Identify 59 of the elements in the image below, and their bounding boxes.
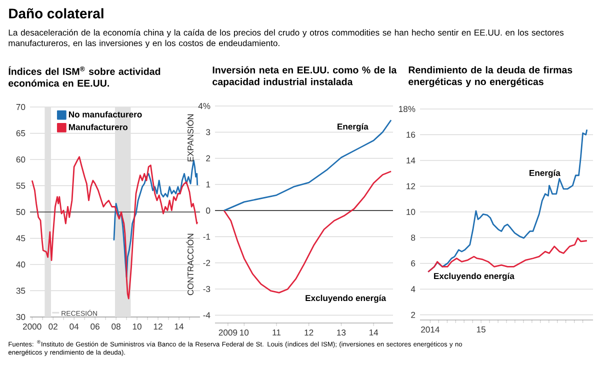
x-tick-label: 12 [154,324,162,330]
chart-title: Índices del ISM$^{®}$ sobre actividad económica en EE.UU. [8,66,160,87]
x-tick-label: 2009 [218,330,238,336]
y-tick-label: 35 [16,288,26,294]
y-tick-label: 8 [411,234,416,241]
y-tick-label: 4% [198,103,210,109]
y-tick-label: 55 [16,182,26,189]
x-tick-label: 02 [48,324,58,330]
y-tick-label: -2 [203,260,210,266]
series-label: Energía [530,170,560,178]
y-tick-label: 6 [411,260,416,266]
y-tick-label: 40 [16,261,26,268]
line-series [427,237,588,273]
line-series [223,170,392,294]
y-tick-label: 12 [406,183,416,190]
series-label: Excluyendo energía [434,272,514,281]
x-tick-label: 13 [337,330,346,336]
x-tick-label: 11 [272,330,281,336]
y-tick-label: 0 [206,208,210,214]
y-tick-label: 16 [406,132,416,138]
y-tick-label: 1 [206,181,210,188]
y-tick-label: 18% [398,106,416,112]
y-tick-label: 50 [16,208,26,216]
y-tick-label: -1 [203,234,210,240]
x-tick-label: 08 [112,324,120,330]
y-tick-label: 30 [16,314,26,320]
y-tick-label: -4 [203,312,210,318]
legend-label: No manufacturero [68,111,142,118]
x-tick-label: 12 [304,330,314,336]
line-series [223,119,392,212]
legend-label: Manufacturero [68,124,128,130]
x-tick-label: 14 [369,330,378,336]
y-tick-label: 65 [16,130,26,136]
x-tick-label: 10 [132,324,142,330]
y-tick-label: -3 [203,286,210,292]
chart-title: Inversión neta en EE.UU. como % de la capacidad industrial instalada [212,66,397,88]
x-tick-label: 14 [174,324,184,330]
text: Daño colateral [9,8,104,18]
series-label: Energía [338,123,368,132]
text: Excluyendo energía [306,294,386,303]
y-tick-label: 45 [16,235,26,242]
y-tick-label: 70 [16,104,26,110]
x-tick-label: 04 [70,324,79,330]
y-tick-label: 60 [16,156,26,163]
annotation: EXPANSIÓN [186,114,194,162]
y-tick-label: 2 [206,155,210,162]
y-tick-label: 2 [411,312,416,318]
chart-title: Rendimiento de la deuda de firmas energéticas y no energéticas [408,66,572,88]
annotation: CONTRACCIÓN [186,234,194,296]
x-tick-label: 2014 [421,326,440,333]
y-tick-label: 14 [406,158,416,164]
x-tick-label: 10 [240,330,249,336]
y-tick-label: 10 [406,208,416,215]
text: La desaceleración de la economía china y la caída de los precios del crudo y otros commodities se han hecho sentir en EE.UU. en los sectores manufactureros, en las inversiones y en los costos de endeudamiento. [8,29,564,48]
x-tick-label: 15 [476,326,486,332]
y-tick-label: 4 [410,286,416,292]
x-tick-label: 06 [90,324,100,330]
y-tick-label: 3 [206,129,210,136]
x-tick-label: 2000 [23,324,42,330]
